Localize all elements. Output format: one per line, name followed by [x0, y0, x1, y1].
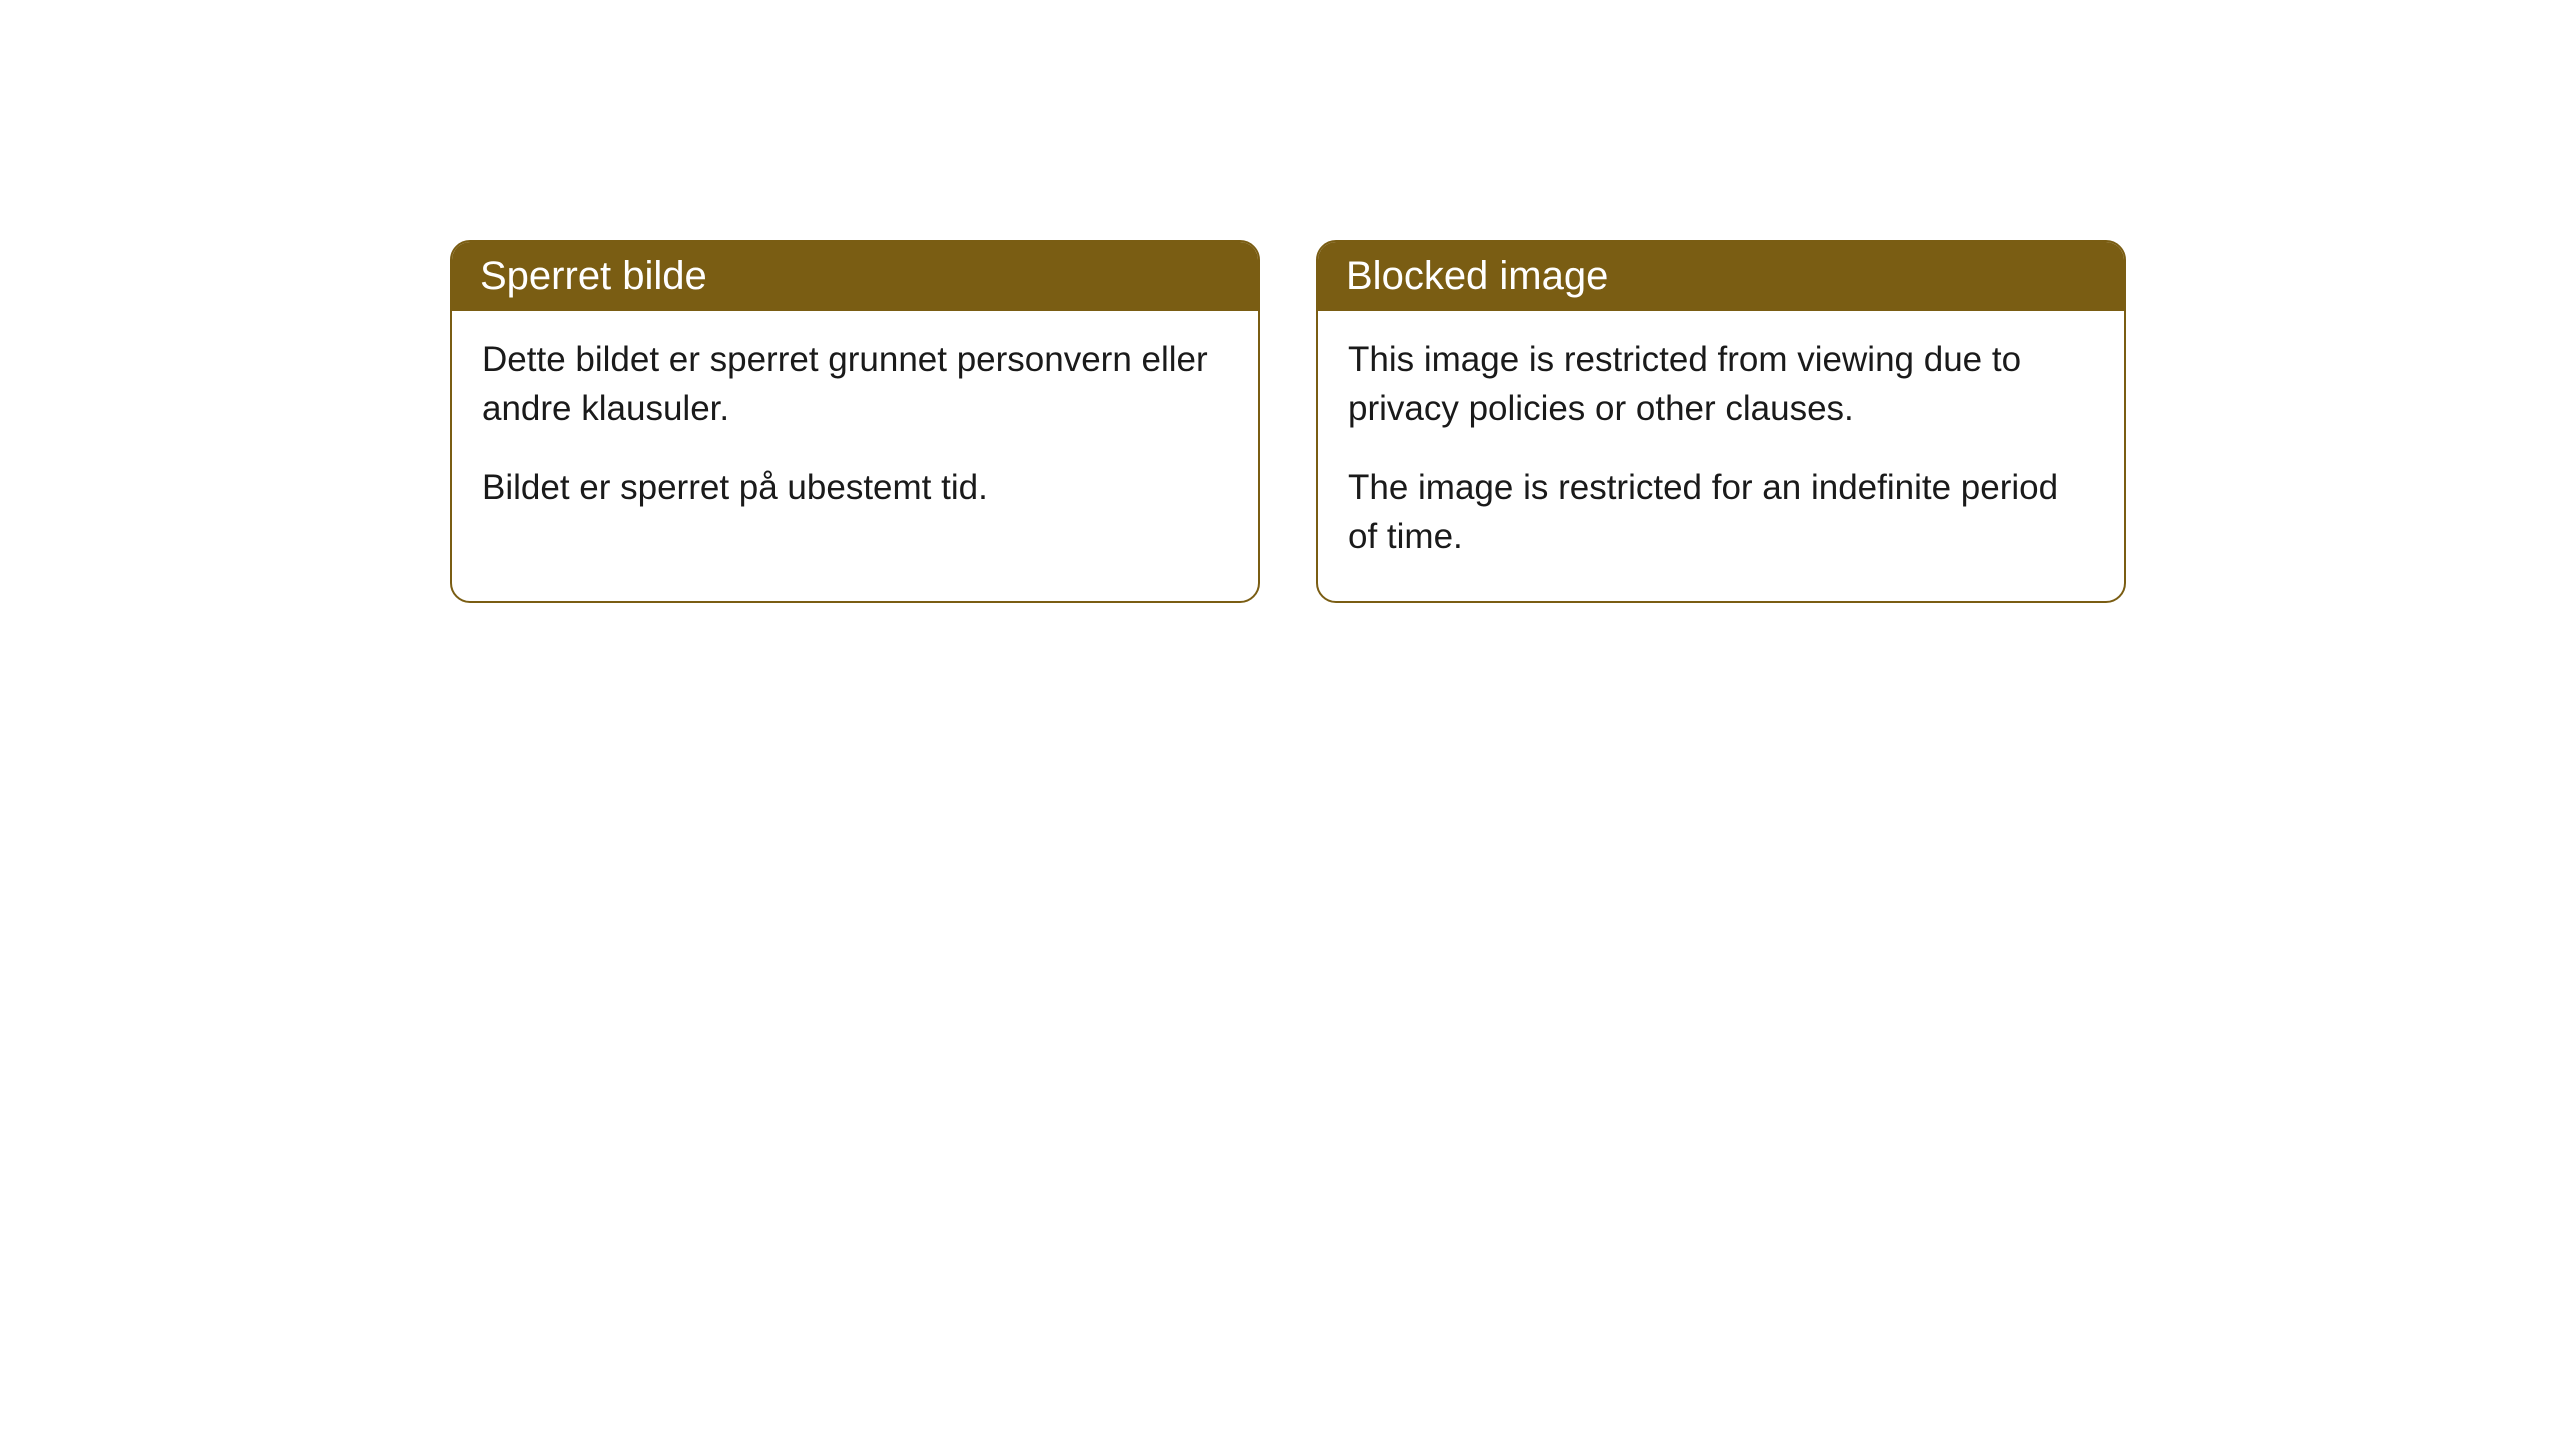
notice-card-english: Blocked image This image is restricted f… — [1316, 240, 2126, 603]
card-body-norwegian: Dette bildet er sperret grunnet personve… — [452, 311, 1258, 552]
card-paragraph: Dette bildet er sperret grunnet personve… — [482, 335, 1228, 433]
card-header-norwegian: Sperret bilde — [452, 242, 1258, 311]
notice-cards-container: Sperret bilde Dette bildet er sperret gr… — [450, 240, 2560, 603]
card-paragraph: The image is restricted for an indefinit… — [1348, 463, 2094, 561]
card-header-english: Blocked image — [1318, 242, 2124, 311]
card-paragraph: This image is restricted from viewing du… — [1348, 335, 2094, 433]
card-paragraph: Bildet er sperret på ubestemt tid. — [482, 463, 1228, 512]
card-body-english: This image is restricted from viewing du… — [1318, 311, 2124, 601]
notice-card-norwegian: Sperret bilde Dette bildet er sperret gr… — [450, 240, 1260, 603]
